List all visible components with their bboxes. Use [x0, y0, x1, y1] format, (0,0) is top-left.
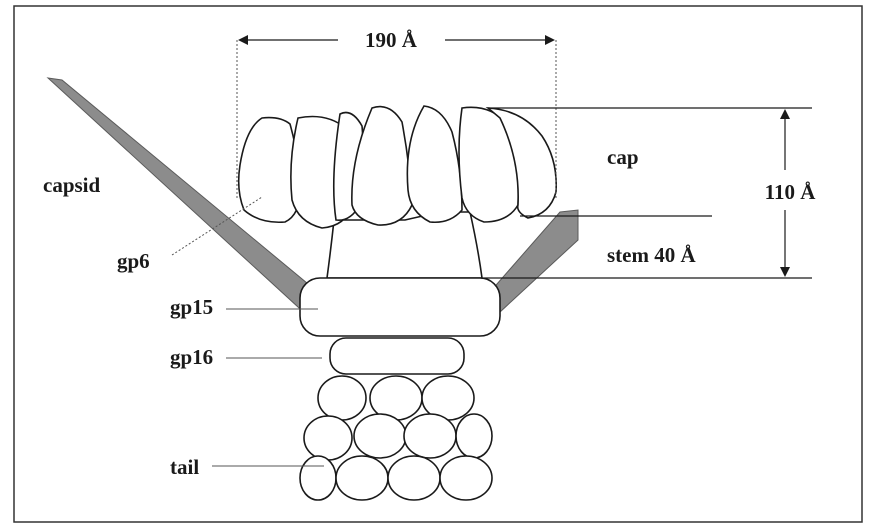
gp6-label: gp6 — [117, 249, 150, 273]
tail-subunits — [299, 375, 493, 501]
stem-label: stem 40 Å — [607, 243, 696, 267]
gp15-label: gp15 — [170, 295, 213, 319]
stem-shape — [326, 211, 483, 279]
width-dimension-label: 190 Å — [365, 28, 418, 52]
capsid-label: capsid — [43, 173, 101, 197]
height-dimension-label: 110 Å — [765, 180, 817, 204]
capsid-wall-right — [489, 209, 579, 313]
gp15-ring — [299, 277, 501, 337]
tail-label: tail — [170, 455, 199, 479]
gp6-leader — [171, 196, 263, 256]
gp16-ring — [329, 337, 465, 375]
cap-label: cap — [607, 145, 639, 169]
figure-frame — [13, 5, 863, 523]
gp16-label: gp16 — [170, 345, 213, 369]
cap-lobes — [237, 105, 558, 229]
